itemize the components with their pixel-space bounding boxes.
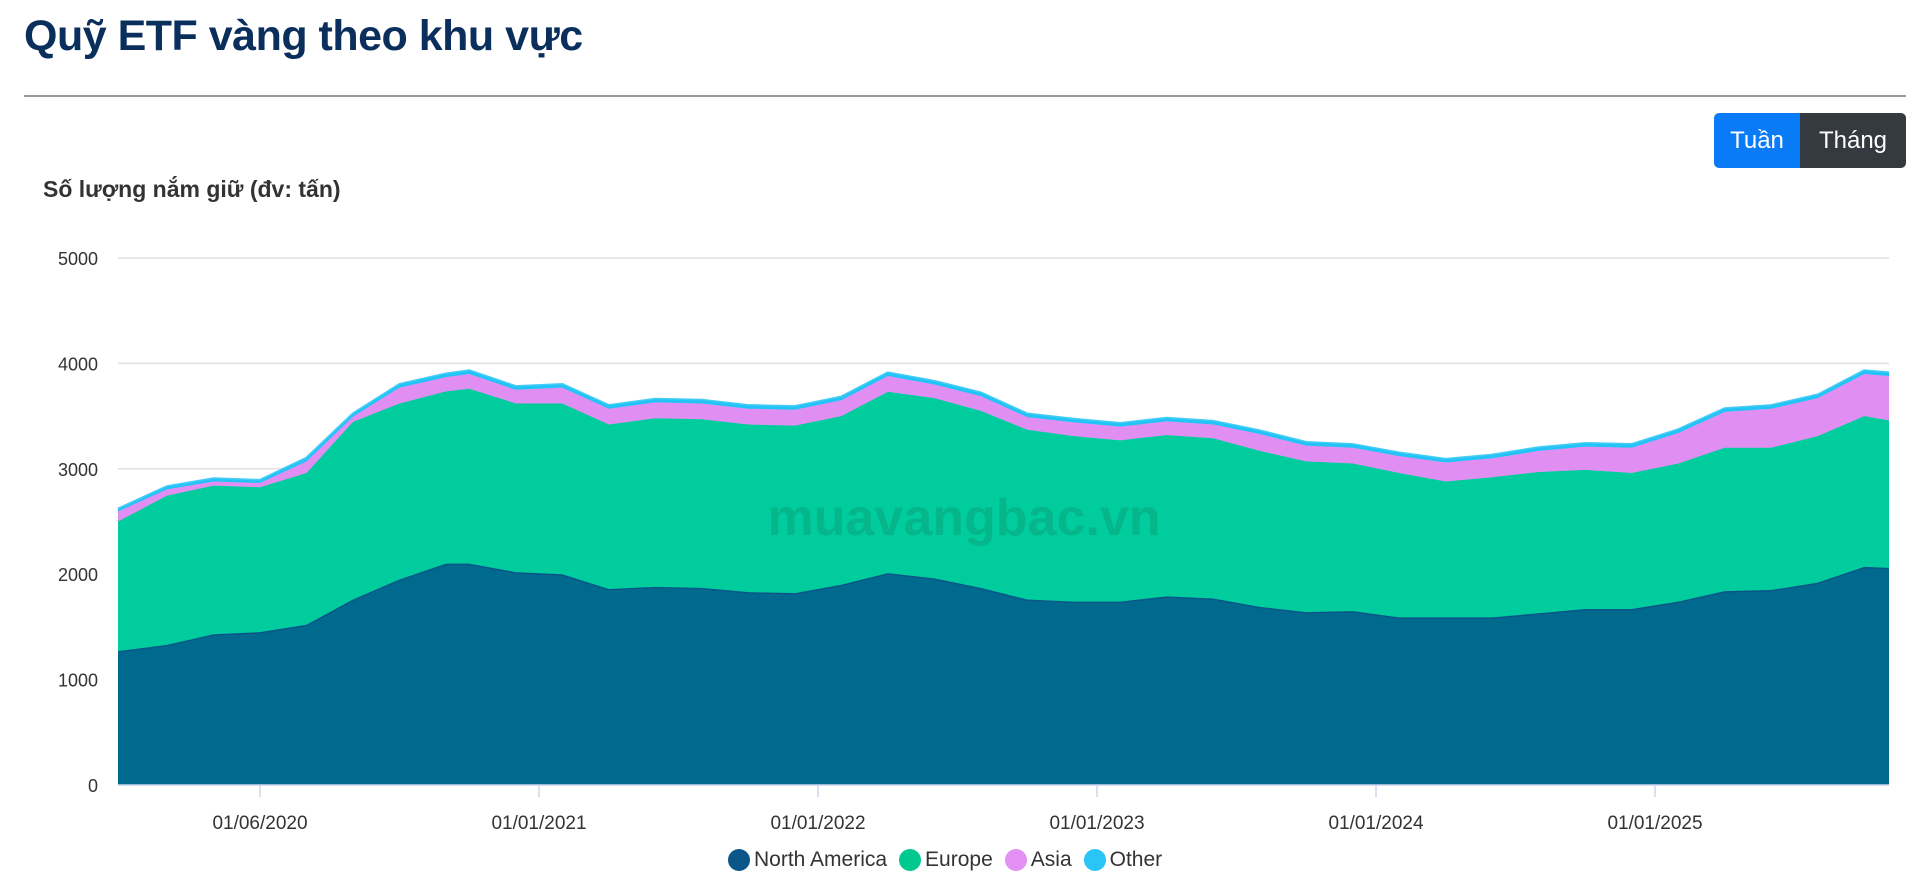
- page-title: Quỹ ETF vàng theo khu vực: [24, 12, 583, 60]
- line-other: [117, 369, 1890, 511]
- week-button[interactable]: Tuần: [1714, 113, 1800, 168]
- y-tick-label: 4000: [58, 354, 98, 374]
- legend-label: Europe: [925, 848, 993, 871]
- area-north-america: [118, 563, 1889, 785]
- legend-label: Other: [1109, 848, 1163, 871]
- y-tick-label: 1000: [58, 671, 98, 691]
- x-tick-label: 01/01/2023: [1049, 813, 1144, 834]
- y-tick-label: 3000: [58, 460, 98, 480]
- area-europe: [118, 388, 1889, 652]
- legend-item-north-america[interactable]: North America: [728, 848, 887, 872]
- divider: [24, 95, 1906, 97]
- legend-label: Asia: [1030, 848, 1072, 871]
- x-tick-label: 01/01/2022: [770, 813, 865, 834]
- legend-label: North America: [754, 848, 888, 871]
- legend-marker: [899, 849, 922, 871]
- y-tick-label: 2000: [58, 565, 98, 585]
- y-tick-label: 5000: [58, 249, 98, 269]
- month-button[interactable]: Tháng: [1800, 113, 1906, 168]
- legend-item-other[interactable]: Other: [1083, 848, 1163, 872]
- y-tick-label: 0: [88, 776, 98, 796]
- watermark: muavangbac.vn: [767, 489, 1161, 547]
- legend: North America Europe Asia Other: [728, 848, 1162, 872]
- legend-marker: [1004, 849, 1027, 871]
- period-toggle: Tuần Tháng: [1714, 113, 1906, 168]
- y-axis-title: Số lượng nắm giữ (đv: tấn): [43, 176, 341, 202]
- legend-marker: [728, 849, 750, 871]
- legend-marker: [1083, 849, 1106, 871]
- x-tick-label: 01/01/2025: [1607, 813, 1702, 834]
- x-tick-label: 01/01/2024: [1328, 813, 1424, 834]
- x-tick-label: 01/01/2021: [491, 813, 586, 834]
- legend-item-asia[interactable]: Asia: [1004, 848, 1072, 872]
- x-tick-label: 01/06/2020: [212, 813, 307, 834]
- legend-item-europe[interactable]: Europe: [899, 848, 993, 872]
